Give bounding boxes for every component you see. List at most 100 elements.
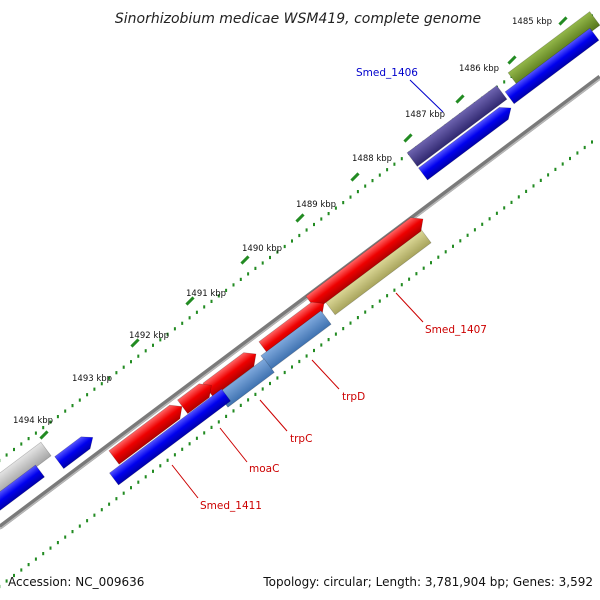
- leader-moac: [219, 427, 248, 463]
- gene-label-smed1407[interactable]: Smed_1407: [425, 324, 487, 336]
- tick-dot: [152, 343, 154, 347]
- tick-dot: [166, 332, 169, 336]
- tick-dot: [356, 190, 359, 194]
- tick-dot: [247, 398, 250, 402]
- tick-dot: [276, 250, 279, 254]
- leader-smed1407: [395, 292, 424, 323]
- tick-dot: [86, 519, 89, 523]
- tick-dot: [232, 409, 235, 413]
- tick-dot: [49, 420, 52, 424]
- tick-dot: [64, 535, 67, 539]
- tick-dot: [356, 316, 359, 320]
- tick-dot: [305, 354, 308, 358]
- tick-dot: [554, 167, 557, 171]
- tick-dot: [20, 442, 23, 446]
- feature-cds-smed1406[interactable]: [418, 102, 516, 181]
- tick-dot: [393, 162, 396, 166]
- feature-cds-1[interactable]: [504, 27, 600, 105]
- tick-dot: [195, 436, 198, 440]
- tick-dot: [298, 233, 301, 238]
- tick-dot: [276, 376, 279, 380]
- kbp-tick: 1491 kbp: [186, 255, 250, 299]
- kbp-ticks: 1485 kbp 1486 kbp 1487 kbp 1488 kbp 1489 kbp…: [13, 16, 568, 440]
- kbp-tick-label: 1485 kbp: [512, 17, 552, 27]
- feature-gene-smed1406[interactable]: [406, 85, 508, 167]
- tick-dot: [13, 573, 15, 578]
- tick-dot: [122, 365, 125, 369]
- label-leaders: [171, 79, 444, 499]
- kbp-tick: 1487 kbp: [405, 94, 465, 120]
- tick-dot: [320, 217, 323, 221]
- kbp-tick-mark: [350, 172, 360, 182]
- tick-dot: [217, 420, 220, 424]
- genome-backbone: [0, 75, 600, 529]
- tick-dot: [371, 305, 374, 309]
- tick-dot: [152, 469, 154, 473]
- feature-gene-trpc[interactable]: [202, 347, 261, 398]
- tick-dot: [247, 272, 250, 276]
- tick-dot: [532, 184, 535, 188]
- feature-gene-red-1407[interactable]: [305, 212, 428, 311]
- feature-cds-small[interactable]: [54, 431, 98, 470]
- kbp-tick-label: 1487 kbp: [405, 110, 445, 120]
- feature-gene-smed1411-red[interactable]: [108, 400, 187, 465]
- tick-dot: [291, 239, 293, 243]
- kbp-tick-label: 1490 kbp: [242, 244, 282, 254]
- tick-dot: [56, 415, 59, 419]
- tick-dot: [495, 211, 498, 215]
- kbp-tick-mark: [240, 255, 250, 265]
- tick-dot: [239, 277, 242, 281]
- tick-dot: [34, 557, 37, 561]
- tick-dot: [217, 294, 220, 298]
- tick-dot: [254, 392, 257, 396]
- tick-dot: [34, 431, 37, 435]
- tick-dot: [173, 327, 176, 331]
- tick-dot: [386, 168, 389, 172]
- tick-dot: [349, 321, 352, 325]
- kbp-tick-label: 1492 kbp: [129, 331, 169, 341]
- tick-dot: [569, 156, 571, 161]
- kbp-tick: 1488 kbp: [352, 133, 413, 164]
- tick-dot: [86, 393, 89, 397]
- tick-dot: [13, 447, 15, 452]
- kbp-tick-label: 1486 kbp: [459, 64, 499, 74]
- tick-dot: [42, 552, 45, 556]
- tick-dot: [203, 305, 206, 309]
- gene-label-moac[interactable]: moaC: [249, 463, 279, 475]
- tick-dot: [130, 486, 132, 490]
- kbp-tick-mark: [455, 94, 465, 104]
- feature-tracks: [0, 11, 600, 520]
- tick-dot: [115, 497, 118, 501]
- feature-cds-left[interactable]: [0, 464, 45, 520]
- gene-label-smed1406[interactable]: Smed_1406: [356, 67, 418, 79]
- tick-dot: [371, 179, 374, 183]
- tick-dot: [108, 376, 111, 380]
- tick-dot: [5, 579, 8, 583]
- feature-cds-smed1411[interactable]: [109, 388, 231, 486]
- tick-dot: [188, 316, 191, 320]
- tick-dot: [130, 360, 132, 364]
- tick-dot: [415, 272, 418, 276]
- feature-gene-moac[interactable]: [177, 378, 217, 415]
- tick-dot: [71, 404, 74, 408]
- tick-dot: [254, 266, 257, 270]
- kbp-tick-mark: [130, 338, 140, 348]
- gene-label-trpc[interactable]: trpC: [290, 433, 312, 445]
- tick-dot: [71, 530, 74, 534]
- gene-label-trpd[interactable]: trpD: [342, 391, 365, 403]
- tick-dot: [159, 464, 162, 468]
- tick-dot: [137, 480, 140, 484]
- tick-dot: [159, 338, 162, 342]
- feature-gene-gray[interactable]: [0, 441, 52, 499]
- tick-dot: [195, 310, 198, 314]
- tick-dot: [137, 354, 140, 358]
- gene-label-smed1411[interactable]: Smed_1411: [200, 500, 262, 512]
- tick-dot: [503, 80, 506, 84]
- tick-dot: [576, 151, 579, 155]
- tick-dot: [400, 157, 403, 161]
- kbp-tick-mark: [558, 16, 568, 26]
- tick-dot: [305, 228, 308, 232]
- tick-dot: [481, 222, 484, 226]
- tick-dot: [473, 228, 476, 232]
- tick-dot: [503, 206, 506, 210]
